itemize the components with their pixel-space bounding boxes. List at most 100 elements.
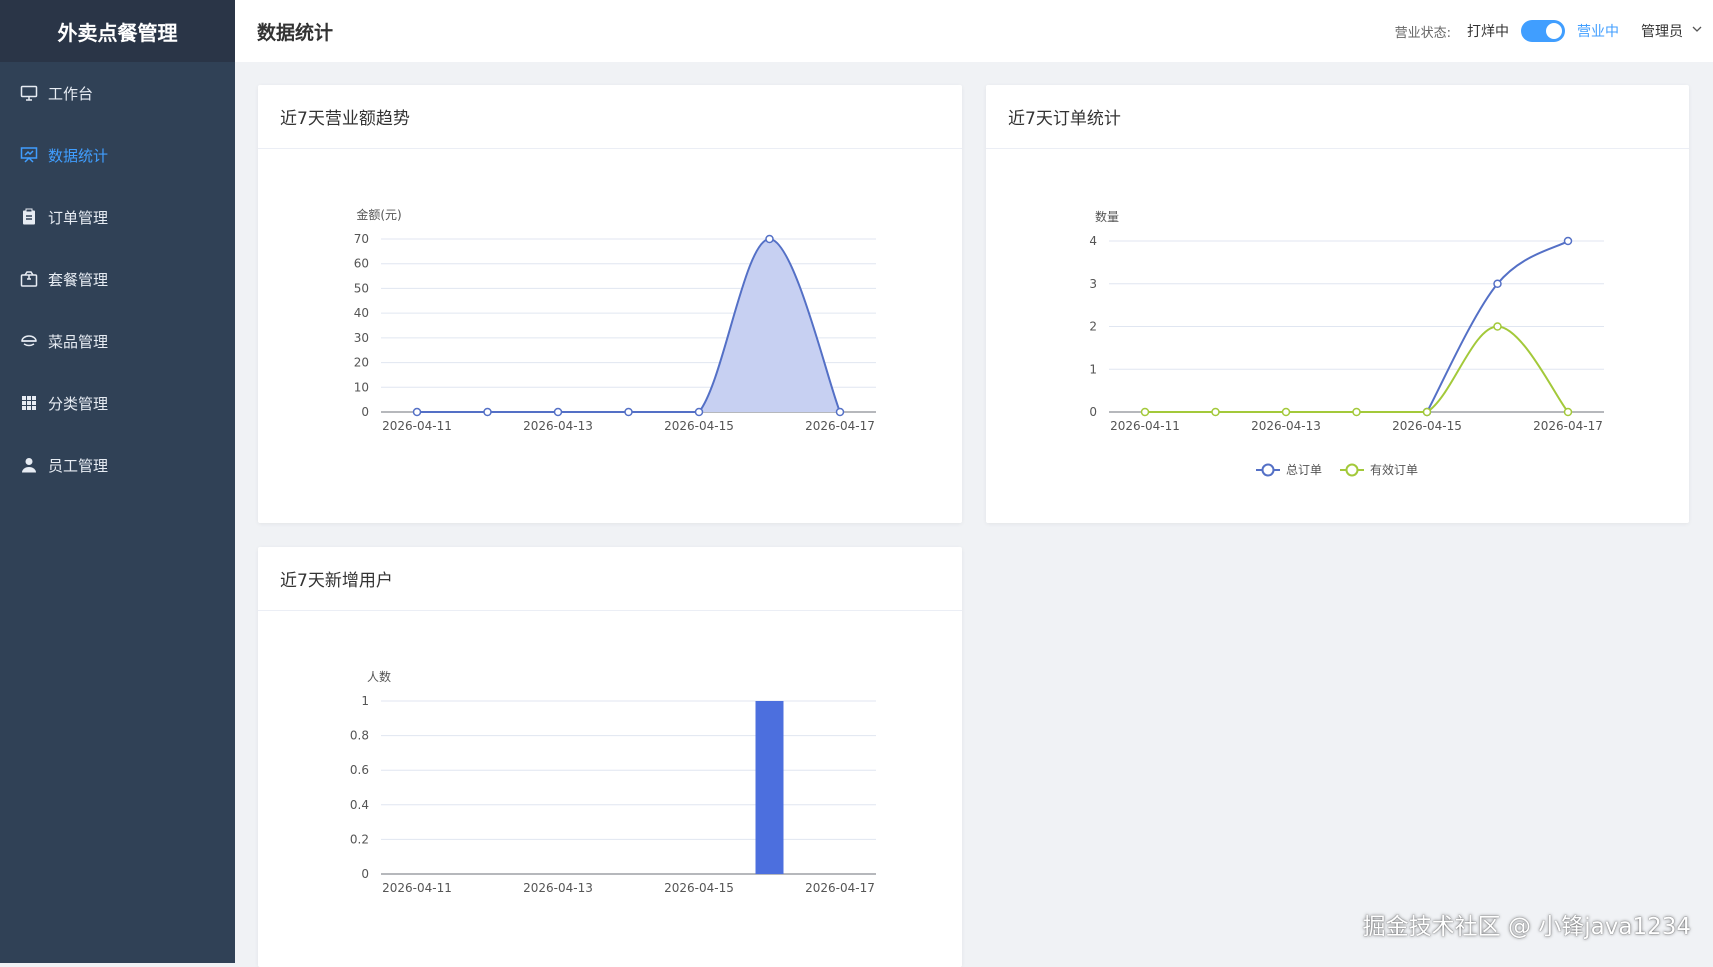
y-axis-label: 人数 [367, 669, 391, 684]
y-tick-label: 30 [354, 331, 369, 345]
user-icon [20, 456, 38, 474]
business-status-label: 营业状态: [1395, 22, 1451, 41]
area-fill [417, 239, 840, 412]
data-point [1283, 409, 1290, 416]
legend-marker [1347, 465, 1358, 476]
y-tick-label: 0 [1089, 405, 1097, 419]
data-point [766, 236, 773, 243]
data-point [1565, 409, 1572, 416]
data-point [1212, 409, 1219, 416]
sidebar-item-categories[interactable]: 分类管理 [0, 372, 235, 434]
x-tick-label: 2026-04-17 [1533, 419, 1603, 433]
y-tick-label: 0 [361, 867, 369, 881]
y-tick-label: 0.8 [350, 729, 369, 743]
sidebar-item-label: 分类管理 [48, 393, 108, 414]
sidebar-item-label: 员工管理 [48, 455, 108, 476]
revenue-chart: 0 10 20 30 40 50 60 70 金额(元) 2026-04-11 2026-04-13… [258, 149, 962, 521]
data-point [1494, 280, 1501, 287]
x-tick-label: 2026-04-13 [1251, 419, 1321, 433]
open-label: 营业中 [1577, 21, 1619, 41]
data-point [414, 409, 421, 416]
monitor-icon [20, 84, 38, 102]
clipboard-icon [20, 208, 38, 226]
sidebar-item-employees[interactable]: 员工管理 [0, 434, 235, 496]
y-tick-label: 0.2 [350, 832, 369, 846]
data-point [696, 409, 703, 416]
y-tick-label: 0.6 [350, 763, 369, 777]
y-tick-label: 70 [354, 232, 369, 246]
data-point [1353, 409, 1360, 416]
sidebar-item-dishes[interactable]: 菜品管理 [0, 310, 235, 372]
x-tick-label: 2026-04-13 [523, 881, 593, 895]
data-point [1565, 238, 1572, 245]
data-point [484, 409, 491, 416]
x-tick-label: 2026-04-15 [664, 419, 734, 433]
y-tick-label: 1 [361, 694, 369, 708]
y-tick-label: 40 [354, 306, 369, 320]
chart-icon [20, 146, 38, 164]
legend-label: 总订单 [1286, 463, 1322, 477]
closed-label: 打烊中 [1467, 21, 1509, 41]
x-tick-label: 2026-04-17 [805, 881, 875, 895]
y-axis-label: 数量 [1095, 209, 1119, 224]
x-tick-label: 2026-04-11 [382, 419, 452, 433]
y-tick-label: 0.4 [350, 798, 369, 812]
revenue-card-title: 近7天营业额趋势 [258, 85, 962, 149]
sidebar-item-label: 菜品管理 [48, 331, 108, 352]
data-point [625, 409, 632, 416]
sidebar-item-combos[interactable]: 套餐管理 [0, 248, 235, 310]
sidebar-item-label: 工作台 [48, 83, 93, 104]
app-logo-title: 外卖点餐管理 [0, 0, 235, 62]
orders-card: 近7天订单统计 0 1 2 3 4 数量 2026-04-11 2026-04-13 2026-… [986, 85, 1689, 523]
watermark: 掘金技术社区 @ 小锋java1234 [1363, 907, 1691, 941]
user-name: 管理员 [1641, 21, 1683, 41]
users-chart: 0 0.2 0.4 0.6 0.8 1 人数 2026-04-11 2026-04-13 2026… [258, 611, 962, 965]
revenue-card: 近7天营业额趋势 0 10 20 30 40 50 60 70 金额(元) 2026-04-11 2… [258, 85, 962, 523]
sidebar-item-statistics[interactable]: 数据统计 [0, 124, 235, 186]
y-tick-label: 1 [1089, 362, 1097, 376]
x-tick-label: 2026-04-15 [664, 881, 734, 895]
sidebar-item-workbench[interactable]: 工作台 [0, 62, 235, 124]
top-header: 数据统计 营业状态: 打烊中 营业中 管理员 [235, 0, 1713, 62]
sidebar: 外卖点餐管理 工作台 数据统计 订单管理 套餐管理 [0, 0, 235, 963]
orders-chart: 0 1 2 3 4 数量 2026-04-11 2026-04-13 2026-04-15 202… [986, 149, 1689, 521]
orders-card-title: 近7天订单统计 [986, 85, 1689, 149]
dish-icon [20, 332, 38, 350]
y-axis-label: 金额(元) [356, 207, 401, 222]
x-tick-label: 2026-04-15 [1392, 419, 1462, 433]
user-menu[interactable]: 管理员 [1641, 21, 1703, 41]
sidebar-item-label: 套餐管理 [48, 269, 108, 290]
grid-icon [20, 394, 38, 412]
users-card: 近7天新增用户 0 0.2 0.4 0.6 0.8 1 人数 2026-04-11 2026-0… [258, 547, 962, 967]
y-tick-label: 50 [354, 281, 369, 295]
y-tick-label: 2 [1089, 320, 1097, 334]
data-point [1494, 323, 1501, 330]
legend-label: 有效订单 [1370, 462, 1418, 477]
legend-marker [1263, 465, 1274, 476]
y-tick-label: 0 [361, 405, 369, 419]
users-card-title: 近7天新增用户 [258, 547, 962, 611]
business-status-toggle[interactable] [1521, 20, 1565, 42]
y-tick-label: 10 [354, 380, 369, 394]
x-tick-label: 2026-04-17 [805, 419, 875, 433]
sidebar-item-label: 订单管理 [48, 207, 108, 228]
sidebar-item-orders[interactable]: 订单管理 [0, 186, 235, 248]
x-tick-label: 2026-04-13 [523, 419, 593, 433]
y-tick-label: 60 [354, 257, 369, 271]
header-right: 营业状态: 打烊中 营业中 管理员 [1395, 0, 1703, 62]
sidebar-nav: 工作台 数据统计 订单管理 套餐管理 菜品管理 [0, 62, 235, 496]
data-point [837, 409, 844, 416]
bar [756, 701, 784, 874]
data-point [1424, 409, 1431, 416]
page-title: 数据统计 [257, 18, 333, 45]
data-point [555, 409, 562, 416]
y-tick-label: 20 [354, 356, 369, 370]
data-point [1142, 409, 1149, 416]
x-tick-label: 2026-04-11 [1110, 419, 1180, 433]
sidebar-item-label: 数据统计 [48, 145, 108, 166]
y-tick-label: 3 [1089, 277, 1097, 291]
chevron-down-icon [1691, 23, 1703, 39]
x-tick-label: 2026-04-11 [382, 881, 452, 895]
package-icon [20, 270, 38, 288]
y-tick-label: 4 [1089, 234, 1097, 248]
